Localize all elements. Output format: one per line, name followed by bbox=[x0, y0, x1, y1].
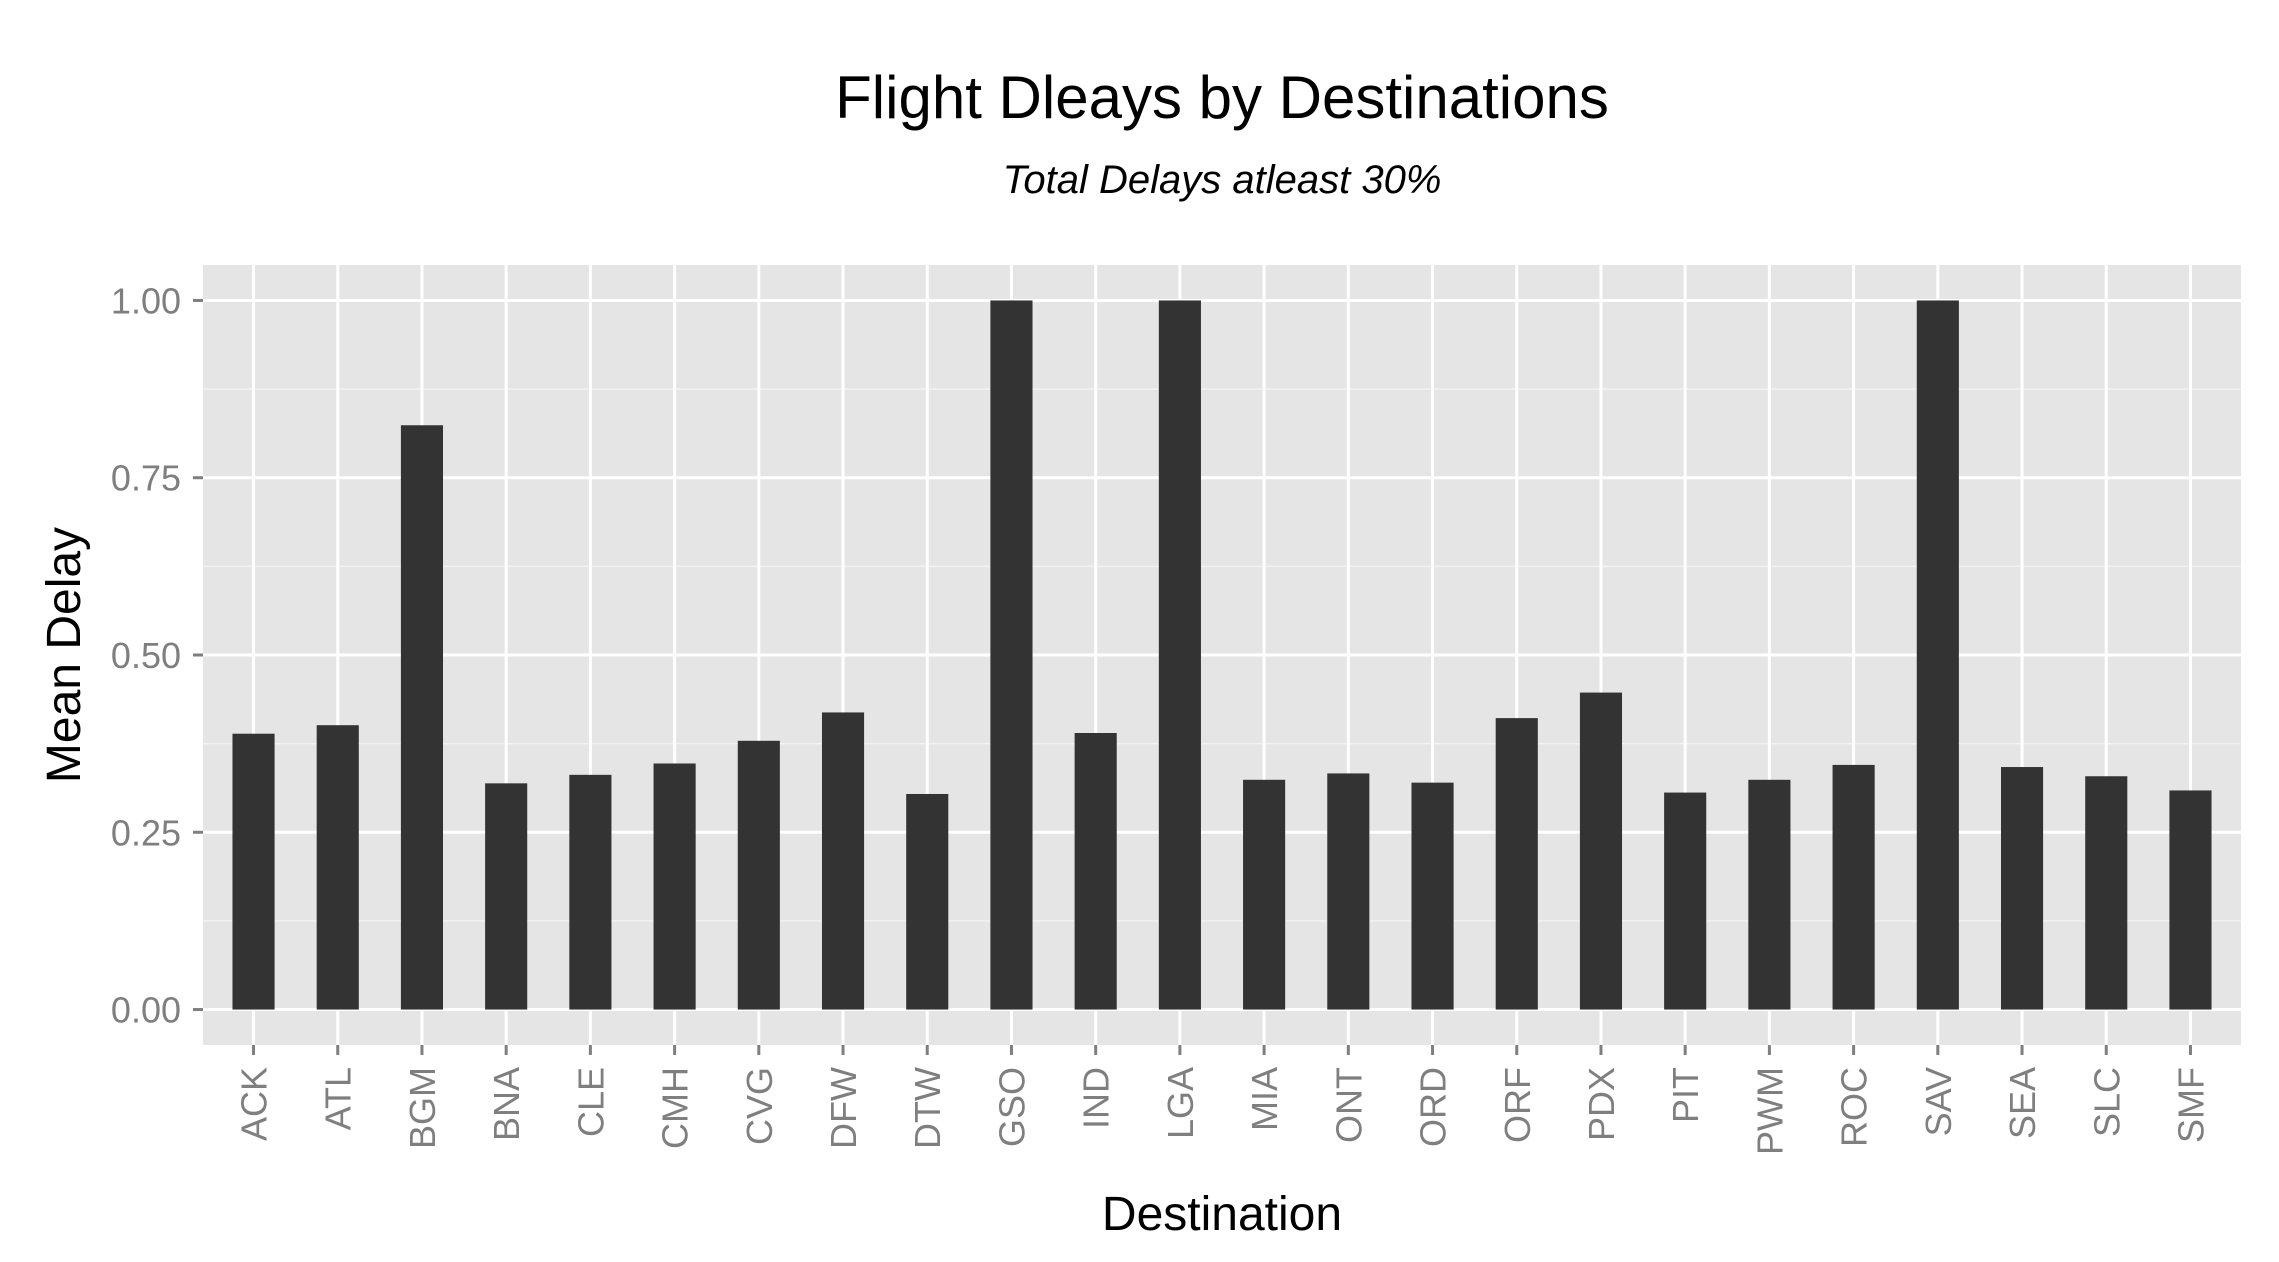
chart-subtitle: Total Delays atleast 30% bbox=[1003, 158, 1442, 202]
bar-gso bbox=[990, 300, 1033, 1010]
bar-ont bbox=[1327, 773, 1370, 1010]
bar-bna bbox=[485, 783, 528, 1010]
bar-ack bbox=[232, 733, 275, 1010]
bar-dtw bbox=[906, 793, 949, 1010]
x-tick-label-ack: ACK bbox=[234, 1067, 275, 1141]
x-axis: ACK ATL BGM BNA CLE CMH CVG DFW DTW GSO IND LGA MIA O… bbox=[234, 1045, 2211, 1155]
y-axis: 0.00 0.25 0.50 0.75 1.00 bbox=[111, 280, 203, 1031]
chart-title: Flight Dleays by Destinations bbox=[835, 64, 1609, 131]
bar-pwm bbox=[1748, 779, 1791, 1010]
x-tick-label-cmh: CMH bbox=[655, 1067, 696, 1149]
y-tick-label: 0.75 bbox=[111, 458, 181, 499]
x-tick-label-sea: SEA bbox=[2002, 1067, 2043, 1139]
bar-cle bbox=[569, 774, 612, 1010]
y-tick-label: 0.50 bbox=[111, 635, 181, 676]
x-tick-label-cle: CLE bbox=[570, 1067, 611, 1137]
x-tick-label-pwm: PWM bbox=[1749, 1067, 1790, 1155]
bar-bgm bbox=[400, 425, 444, 1010]
bar-lga bbox=[1158, 300, 1201, 1010]
x-tick-label-roc: ROC bbox=[1834, 1067, 1875, 1147]
x-tick-label-pit: PIT bbox=[1665, 1067, 1706, 1123]
bar-dfw bbox=[821, 712, 865, 1010]
y-tick-label: 1.00 bbox=[111, 280, 181, 321]
bar-mia bbox=[1243, 779, 1286, 1010]
bar-sav bbox=[1916, 300, 1959, 1010]
x-tick-label-dfw: DFW bbox=[823, 1067, 864, 1149]
bar-cvg bbox=[737, 740, 780, 1010]
bar-roc bbox=[1832, 764, 1875, 1010]
bar-atl bbox=[316, 725, 359, 1010]
bars-layer bbox=[232, 300, 2212, 1010]
x-axis-title: Destination bbox=[1102, 1188, 1342, 1241]
x-tick-label-atl: ATL bbox=[318, 1067, 359, 1130]
x-tick-label-dtw: DTW bbox=[907, 1067, 948, 1149]
y-axis-title: Mean Delay bbox=[38, 527, 91, 783]
bar-sea bbox=[2000, 767, 2044, 1010]
bar-ord bbox=[1411, 782, 1454, 1010]
bar-pit bbox=[1664, 792, 1707, 1010]
x-tick-label-orf: ORF bbox=[1497, 1067, 1538, 1143]
bar-pdx bbox=[1579, 692, 1623, 1010]
x-tick-label-ind: IND bbox=[1076, 1067, 1117, 1129]
x-tick-label-smf: SMF bbox=[2170, 1067, 2211, 1143]
bar-slc bbox=[2085, 776, 2128, 1010]
x-tick-label-ord: ORD bbox=[1413, 1067, 1454, 1147]
x-tick-label-cvg: CVG bbox=[739, 1067, 780, 1145]
x-tick-label-bgm: BGM bbox=[402, 1067, 443, 1149]
x-tick-label-ont: ONT bbox=[1328, 1067, 1369, 1143]
y-tick-label: 0.25 bbox=[111, 812, 181, 853]
x-tick-label-gso: GSO bbox=[991, 1067, 1032, 1147]
bar-orf bbox=[1495, 718, 1538, 1010]
x-tick-label-mia: MIA bbox=[1244, 1067, 1285, 1131]
bar-smf bbox=[2169, 790, 2212, 1010]
bar-ind bbox=[1074, 733, 1117, 1010]
y-tick-label: 0.00 bbox=[111, 990, 181, 1031]
x-tick-label-sav: SAV bbox=[1918, 1067, 1959, 1136]
x-tick-label-lga: LGA bbox=[1160, 1067, 1201, 1139]
x-tick-label-slc: SLC bbox=[2086, 1067, 2127, 1137]
bar-cmh bbox=[653, 763, 696, 1010]
x-tick-label-bna: BNA bbox=[486, 1067, 527, 1141]
x-tick-label-pdx: PDX bbox=[1581, 1067, 1622, 1141]
